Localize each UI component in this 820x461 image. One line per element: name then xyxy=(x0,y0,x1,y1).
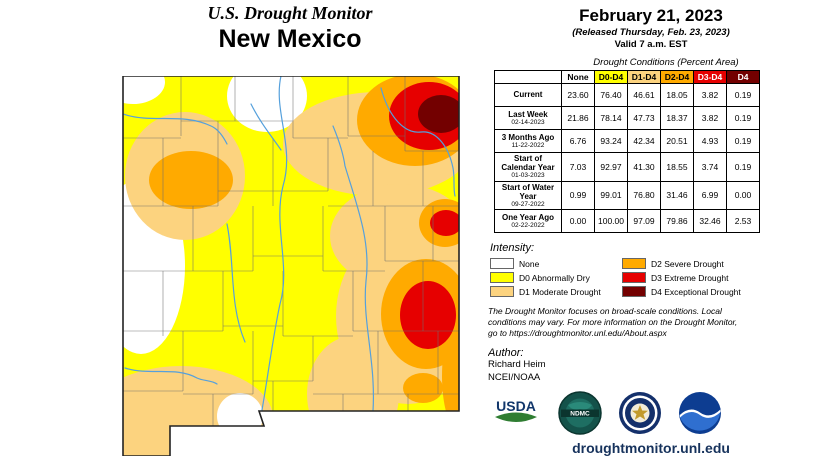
state-name: New Mexico xyxy=(218,25,362,53)
value-cell: 0.00 xyxy=(561,209,595,234)
value-cell: 0.19 xyxy=(726,152,760,182)
release-date: (Released Thursday, Feb. 23, 2023) xyxy=(572,27,730,38)
row-label-current: Current xyxy=(494,83,562,107)
value-cell: 3.74 xyxy=(693,152,727,182)
value-cell: 2.53 xyxy=(726,209,760,234)
value-cell: 3.82 xyxy=(693,83,727,107)
col-header-d3-d4: D3-D4 xyxy=(693,70,727,84)
value-cell: 42.34 xyxy=(627,129,661,153)
value-cell: 78.14 xyxy=(594,106,628,130)
valid-time: Valid 7 a.m. EST xyxy=(614,39,688,50)
value-cell: 18.05 xyxy=(660,83,694,107)
swatch-none xyxy=(490,258,514,270)
report-title: U.S. Drought Monitor xyxy=(207,3,373,23)
author-block: Author: Richard Heim NCEI/NOAA xyxy=(488,347,814,384)
svg-text:USDA: USDA xyxy=(496,398,536,414)
value-cell: 3.82 xyxy=(693,106,727,130)
col-header-d4: D4 xyxy=(726,70,760,84)
info-panel: February 21, 2023 (Released Thursday, Fe… xyxy=(488,6,814,458)
legend-item-none: None xyxy=(490,258,622,270)
value-cell: 76.80 xyxy=(627,180,661,211)
table-row-start-calendar-year: Start of Calendar Year 01-03-2023 7.03 9… xyxy=(494,152,760,182)
value-cell: 7.03 xyxy=(561,152,595,182)
value-cell: 0.19 xyxy=(726,129,760,153)
legend-item-d3: D3 Extreme Drought xyxy=(622,272,814,284)
new-mexico-drought-map xyxy=(122,75,460,457)
value-cell: 46.61 xyxy=(627,83,661,107)
intensity-legend: Intensity: None D0 Abnormally Dry D1 Mod… xyxy=(490,242,814,298)
row-label-last-week: Last Week 02-14-2023 xyxy=(494,106,562,130)
value-cell: 31.46 xyxy=(660,180,694,211)
value-cell: 0.00 xyxy=(726,180,760,211)
value-cell: 47.73 xyxy=(627,106,661,130)
table-caption: Drought Conditions (Percent Area) xyxy=(593,57,739,68)
rivers xyxy=(123,76,456,426)
swatch-d2 xyxy=(622,258,646,270)
county-boundaries xyxy=(123,76,459,456)
legend-title: Intensity: xyxy=(490,242,535,255)
value-cell: 20.51 xyxy=(660,129,694,153)
noaa-logo xyxy=(679,391,721,434)
disclaimer-text: The Drought Monitor focuses on broad-sca… xyxy=(488,306,738,339)
table-corner-cell xyxy=(494,70,562,84)
drought-map-container xyxy=(121,75,461,457)
swatch-d4 xyxy=(622,286,646,298)
value-cell: 4.93 xyxy=(693,129,727,153)
commerce-seal xyxy=(619,391,661,434)
droughtmonitor-url-link[interactable]: droughtmonitor.unl.edu xyxy=(572,439,730,456)
row-label-3-months-ago: 3 Months Ago 11-22-2022 xyxy=(494,129,562,153)
table-row-start-water-year: Start of Water Year 09-27-2022 0.99 99.0… xyxy=(494,180,760,211)
value-cell: 0.99 xyxy=(561,180,595,211)
value-cell: 18.37 xyxy=(660,106,694,130)
ndmc-logo: NDMC xyxy=(558,391,602,435)
author-org: NCEI/NOAA xyxy=(488,371,541,383)
value-cell: 100.00 xyxy=(594,209,628,234)
agency-logos: USDA NDMC xyxy=(490,391,814,435)
value-cell: 6.99 xyxy=(693,180,727,211)
col-header-d2-d4: D2-D4 xyxy=(660,70,694,84)
author-name: Richard Heim xyxy=(488,359,546,371)
value-cell: 79.86 xyxy=(660,209,694,234)
legend-item-d0: D0 Abnormally Dry xyxy=(490,272,622,284)
map-title-block: U.S. Drought Monitor New Mexico xyxy=(110,3,470,54)
swatch-d1 xyxy=(490,286,514,298)
author-heading: Author: xyxy=(488,347,524,360)
value-cell: 93.24 xyxy=(594,129,628,153)
usda-logo: USDA xyxy=(490,395,542,430)
value-cell: 23.60 xyxy=(561,83,595,107)
value-cell: 21.86 xyxy=(561,106,595,130)
table-row-one-year-ago: One Year Ago 02-22-2022 0.00 100.00 97.0… xyxy=(494,209,760,234)
row-label-start-calendar-year: Start of Calendar Year 01-03-2023 xyxy=(494,152,562,182)
value-cell: 32.46 xyxy=(693,209,727,234)
drought-layer-d4 xyxy=(418,95,459,133)
value-cell: 41.30 xyxy=(627,152,661,182)
row-label-start-water-year: Start of Water Year 09-27-2022 xyxy=(494,180,562,211)
swatch-d3 xyxy=(622,272,646,284)
value-cell: 6.76 xyxy=(561,129,595,153)
table-row-3-months-ago: 3 Months Ago 11-22-2022 6.76 93.24 42.34… xyxy=(494,129,760,153)
swatch-d0 xyxy=(490,272,514,284)
table-row-current: Current 23.60 76.40 46.61 18.05 3.82 0.1… xyxy=(494,83,760,107)
col-header-none: None xyxy=(561,70,595,84)
report-date: February 21, 2023 xyxy=(579,6,723,25)
col-header-d0-d4: D0-D4 xyxy=(594,70,628,84)
legend-item-d1: D1 Moderate Drought xyxy=(490,286,622,298)
row-label-one-year-ago: One Year Ago 02-22-2022 xyxy=(494,209,562,234)
value-cell: 97.09 xyxy=(627,209,661,234)
value-cell: 92.97 xyxy=(594,152,628,182)
value-cell: 99.01 xyxy=(594,180,628,211)
col-header-d1-d4: D1-D4 xyxy=(627,70,661,84)
drought-conditions-table: None D0-D4 D1-D4 D2-D4 D3-D4 D4 Current … xyxy=(494,70,760,234)
svg-text:NDMC: NDMC xyxy=(570,410,590,417)
drought-layer-none-south-spot xyxy=(217,393,263,439)
value-cell: 18.55 xyxy=(660,152,694,182)
table-row-last-week: Last Week 02-14-2023 21.86 78.14 47.73 1… xyxy=(494,106,760,130)
legend-item-d4: D4 Exceptional Drought xyxy=(622,286,814,298)
value-cell: 0.19 xyxy=(726,106,760,130)
value-cell: 76.40 xyxy=(594,83,628,107)
legend-item-d2: D2 Severe Drought xyxy=(622,258,814,270)
value-cell: 0.19 xyxy=(726,83,760,107)
